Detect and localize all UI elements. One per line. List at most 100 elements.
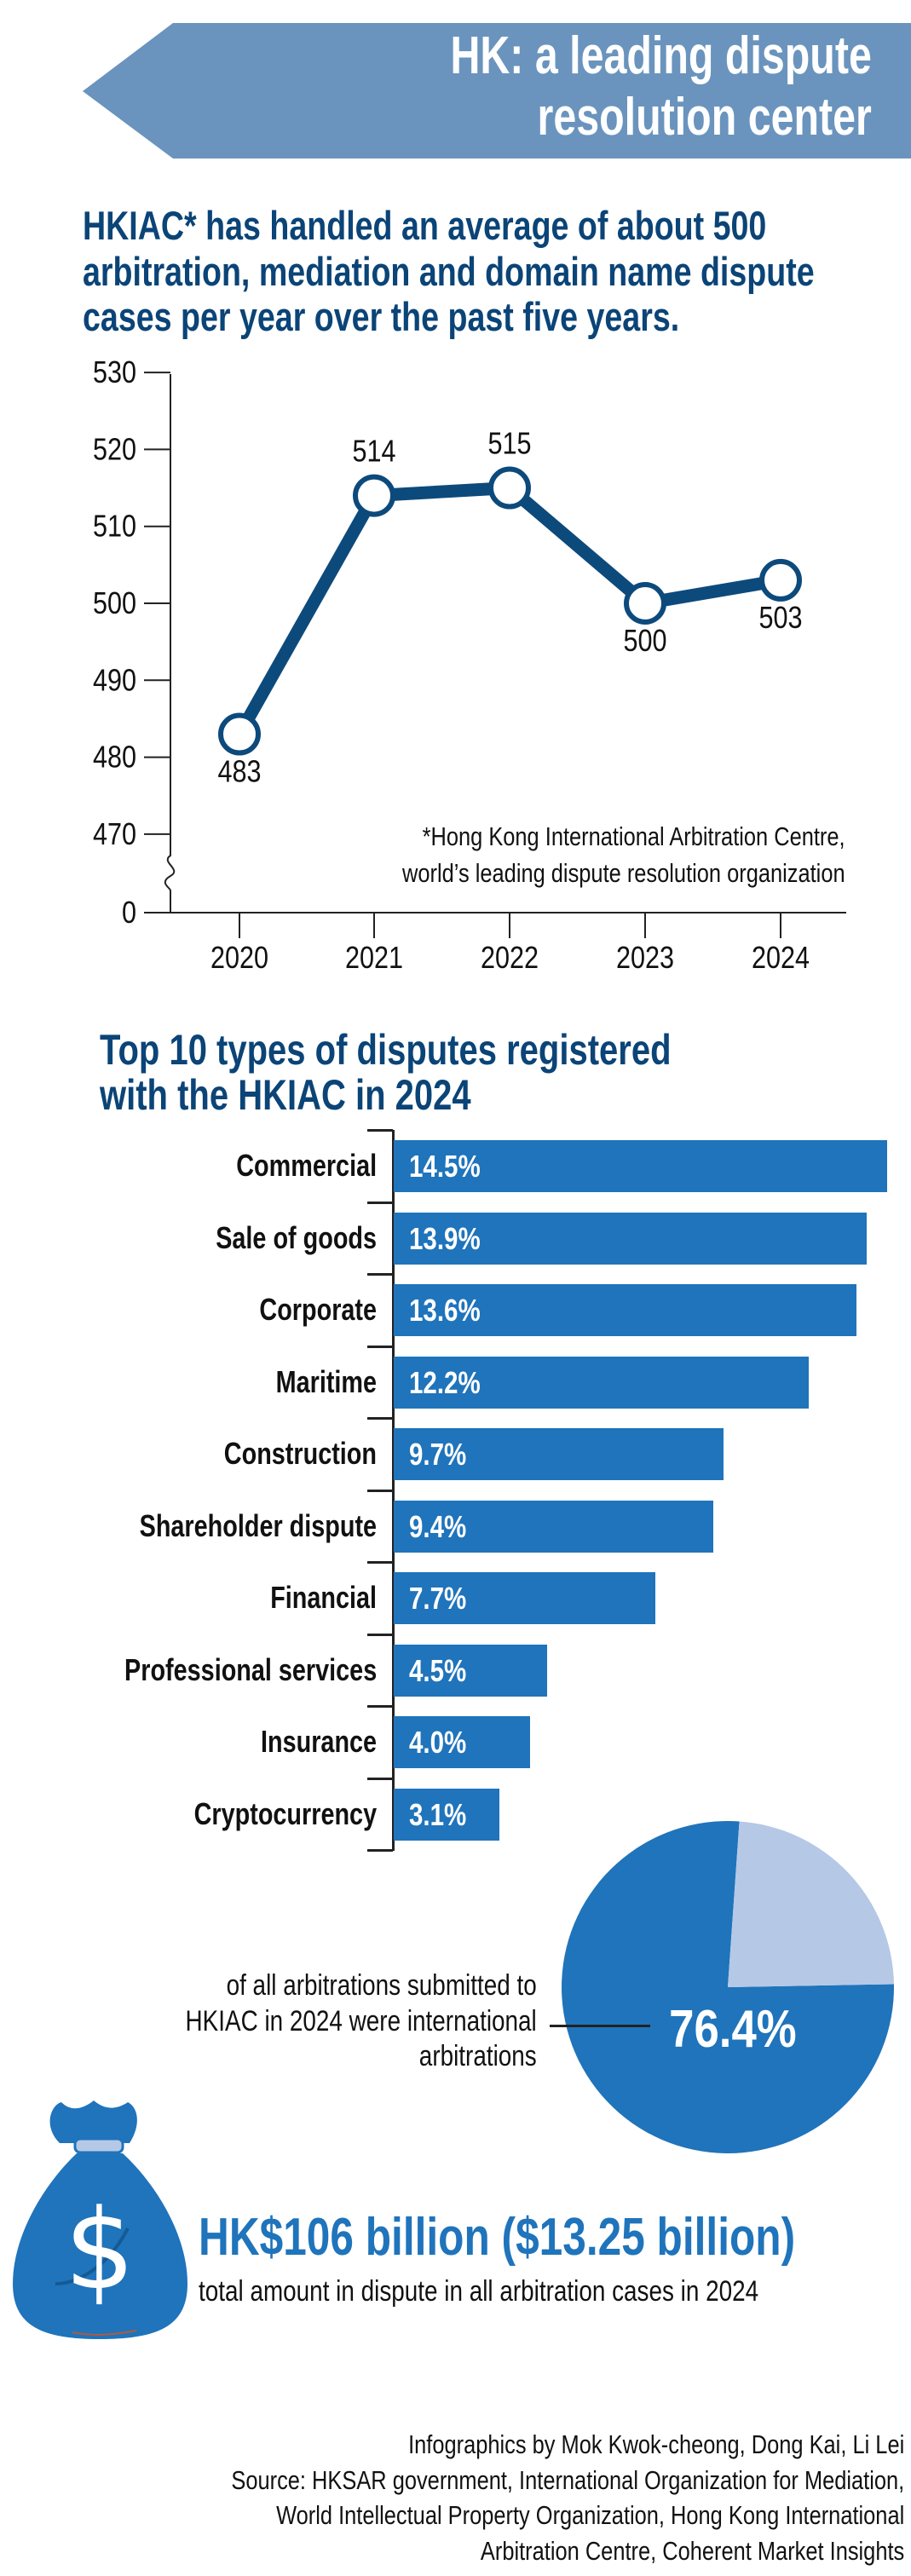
- bar: 4.0%: [394, 1716, 530, 1768]
- header-banner: [83, 23, 911, 158]
- bar-separator-tick: [367, 1777, 393, 1780]
- credit-line: Infographics by Mok Kwok-cheong, Dong Ka…: [407, 2429, 904, 2459]
- bar-separator-tick: [367, 1273, 393, 1276]
- data-point: [353, 474, 395, 517]
- subtitle-line: cases per year over the past five years.: [83, 294, 680, 339]
- bar-separator-tick: [367, 1705, 393, 1708]
- data-label: 515: [487, 427, 531, 461]
- bar-category-label: Sale of goods: [216, 1219, 377, 1255]
- y-tick-label: 490: [93, 664, 136, 698]
- bar-title-line: Top 10 types of disputes registered: [100, 1026, 672, 1074]
- bar: 13.6%: [394, 1284, 856, 1336]
- bar-separator-tick: [367, 1489, 393, 1492]
- bar: 12.2%: [394, 1356, 809, 1409]
- y-tick-label: 0: [122, 896, 136, 931]
- bar-category-label: Construction: [223, 1436, 377, 1471]
- data-point: [218, 712, 261, 756]
- pie-chart: [562, 1821, 894, 2154]
- pie-slice: [562, 1821, 894, 2154]
- bar: 3.1%: [394, 1788, 499, 1841]
- line-chart-footnote: *Hong Kong International Arbitration Cen…: [305, 818, 845, 891]
- credit-line: Source: HKSAR government, International …: [231, 2464, 904, 2495]
- dispute-amount: HK$106 billion ($13.25 billion): [199, 2208, 796, 2267]
- y-tick-label: 480: [93, 741, 136, 775]
- bar: 14.5%: [394, 1140, 887, 1192]
- bar-value-label: 9.7%: [409, 1437, 467, 1472]
- y-axis-line: [164, 374, 176, 913]
- x-tick-label: 2024: [752, 942, 810, 976]
- dollar-symbol: $: [65, 2185, 135, 2314]
- subtitle-line: HKIAC* has handled an average of about 5…: [83, 203, 767, 248]
- y-tick-label: 520: [93, 433, 136, 467]
- money-bag-icon: $: [13, 2101, 187, 2339]
- data-label: 514: [352, 435, 395, 469]
- credits: Infographics by Mok Kwok-cheong, Dong Ka…: [84, 2427, 904, 2568]
- credit-line: Arbitration Centre, Coherent Market Insi…: [480, 2535, 904, 2566]
- bar-category-label: Corporate: [259, 1292, 377, 1327]
- credit-line: World Intellectual Property Organization…: [275, 2500, 904, 2530]
- line-chart: 530 520 510 500 490 480 470 0 2020 2021 2022 2023 20…: [93, 356, 846, 976]
- bar-value-label: 7.7%: [409, 1581, 467, 1616]
- bar: 9.7%: [394, 1428, 724, 1480]
- bar-separator-tick: [367, 1129, 393, 1132]
- bar-category-label: Cryptocurrency: [193, 1795, 377, 1831]
- dispute-amount-description: total amount in dispute in all arbitrati…: [199, 2275, 759, 2308]
- bar-title-line: with the HKIAC in 2024: [100, 1071, 471, 1119]
- y-tick-label: 510: [93, 510, 136, 544]
- x-tick-label: 2023: [616, 942, 674, 976]
- bar-chart-axis: [392, 1130, 395, 1851]
- pie-note: of all arbitrations submitted to HKIAC i…: [108, 1968, 537, 2075]
- bar-value-label: 12.2%: [409, 1364, 481, 1400]
- y-tick-label: 500: [93, 587, 136, 621]
- bar-value-label: 13.9%: [409, 1220, 481, 1256]
- data-point: [624, 582, 666, 625]
- bar-category-label: Financial: [270, 1580, 377, 1615]
- bar-chart-title: Top 10 types of disputes registered with…: [100, 1028, 814, 1118]
- pie-value-label: 76.4%: [648, 1999, 818, 2060]
- bar-separator-tick: [367, 1345, 393, 1348]
- bar-separator-tick: [367, 1633, 393, 1636]
- line-chart-subtitle: HKIAC* has handled an average of about 5…: [83, 203, 911, 340]
- bar: 4.5%: [394, 1644, 547, 1697]
- x-tick-label: 2022: [481, 942, 539, 976]
- x-tick-label: 2020: [210, 942, 268, 976]
- bar: 7.7%: [394, 1572, 656, 1624]
- bar: 13.9%: [394, 1212, 867, 1265]
- pie-leader-line: [550, 2025, 650, 2027]
- title-line: resolution center: [537, 88, 872, 147]
- pie-value-text: 76.4%: [669, 2000, 797, 2059]
- pie-slice: [728, 1821, 894, 1987]
- bar-category-label: Commercial: [236, 1148, 377, 1183]
- bar-category-label: Insurance: [260, 1724, 377, 1759]
- bar-value-label: 4.5%: [409, 1652, 467, 1688]
- bar-category-label: Professional services: [124, 1651, 377, 1687]
- data-label: 503: [758, 602, 802, 636]
- subtitle-line: arbitration, mediation and domain name d…: [83, 248, 815, 294]
- y-tick-label: 530: [93, 356, 136, 390]
- bar-value-label: 13.6%: [409, 1293, 481, 1328]
- data-point: [488, 466, 531, 510]
- footnote-line: world’s leading dispute resolution organ…: [402, 858, 845, 888]
- pie-note-line: HKIAC in 2024 were international: [185, 2004, 537, 2037]
- bar-category-label: Shareholder dispute: [139, 1507, 377, 1543]
- page-title: HK: a leading dispute resolution center: [332, 26, 872, 148]
- bar-separator-tick: [367, 1417, 393, 1420]
- bar-category-label: Maritime: [275, 1363, 377, 1399]
- pie-note-line: arbitrations: [419, 2040, 537, 2072]
- bar-value-label: 4.0%: [409, 1725, 467, 1760]
- title-line: HK: a leading dispute: [450, 26, 872, 85]
- pie-note-line: of all arbitrations submitted to: [226, 1969, 537, 2002]
- data-label: 483: [217, 755, 261, 789]
- bar-separator-tick: [367, 1561, 393, 1564]
- bar-value-label: 3.1%: [409, 1796, 467, 1832]
- data-label: 500: [623, 625, 666, 659]
- data-point: [759, 558, 802, 602]
- bar-value-label: 14.5%: [409, 1149, 481, 1184]
- y-tick-label: 470: [93, 818, 136, 852]
- x-tick-label: 2021: [345, 942, 403, 976]
- bar: 9.4%: [394, 1500, 714, 1553]
- banner-arrow-shape: [83, 23, 911, 158]
- bar-separator-tick: [367, 1849, 393, 1852]
- bar-separator-tick: [367, 1201, 393, 1204]
- footnote-line: *Hong Kong International Arbitration Cen…: [422, 821, 845, 851]
